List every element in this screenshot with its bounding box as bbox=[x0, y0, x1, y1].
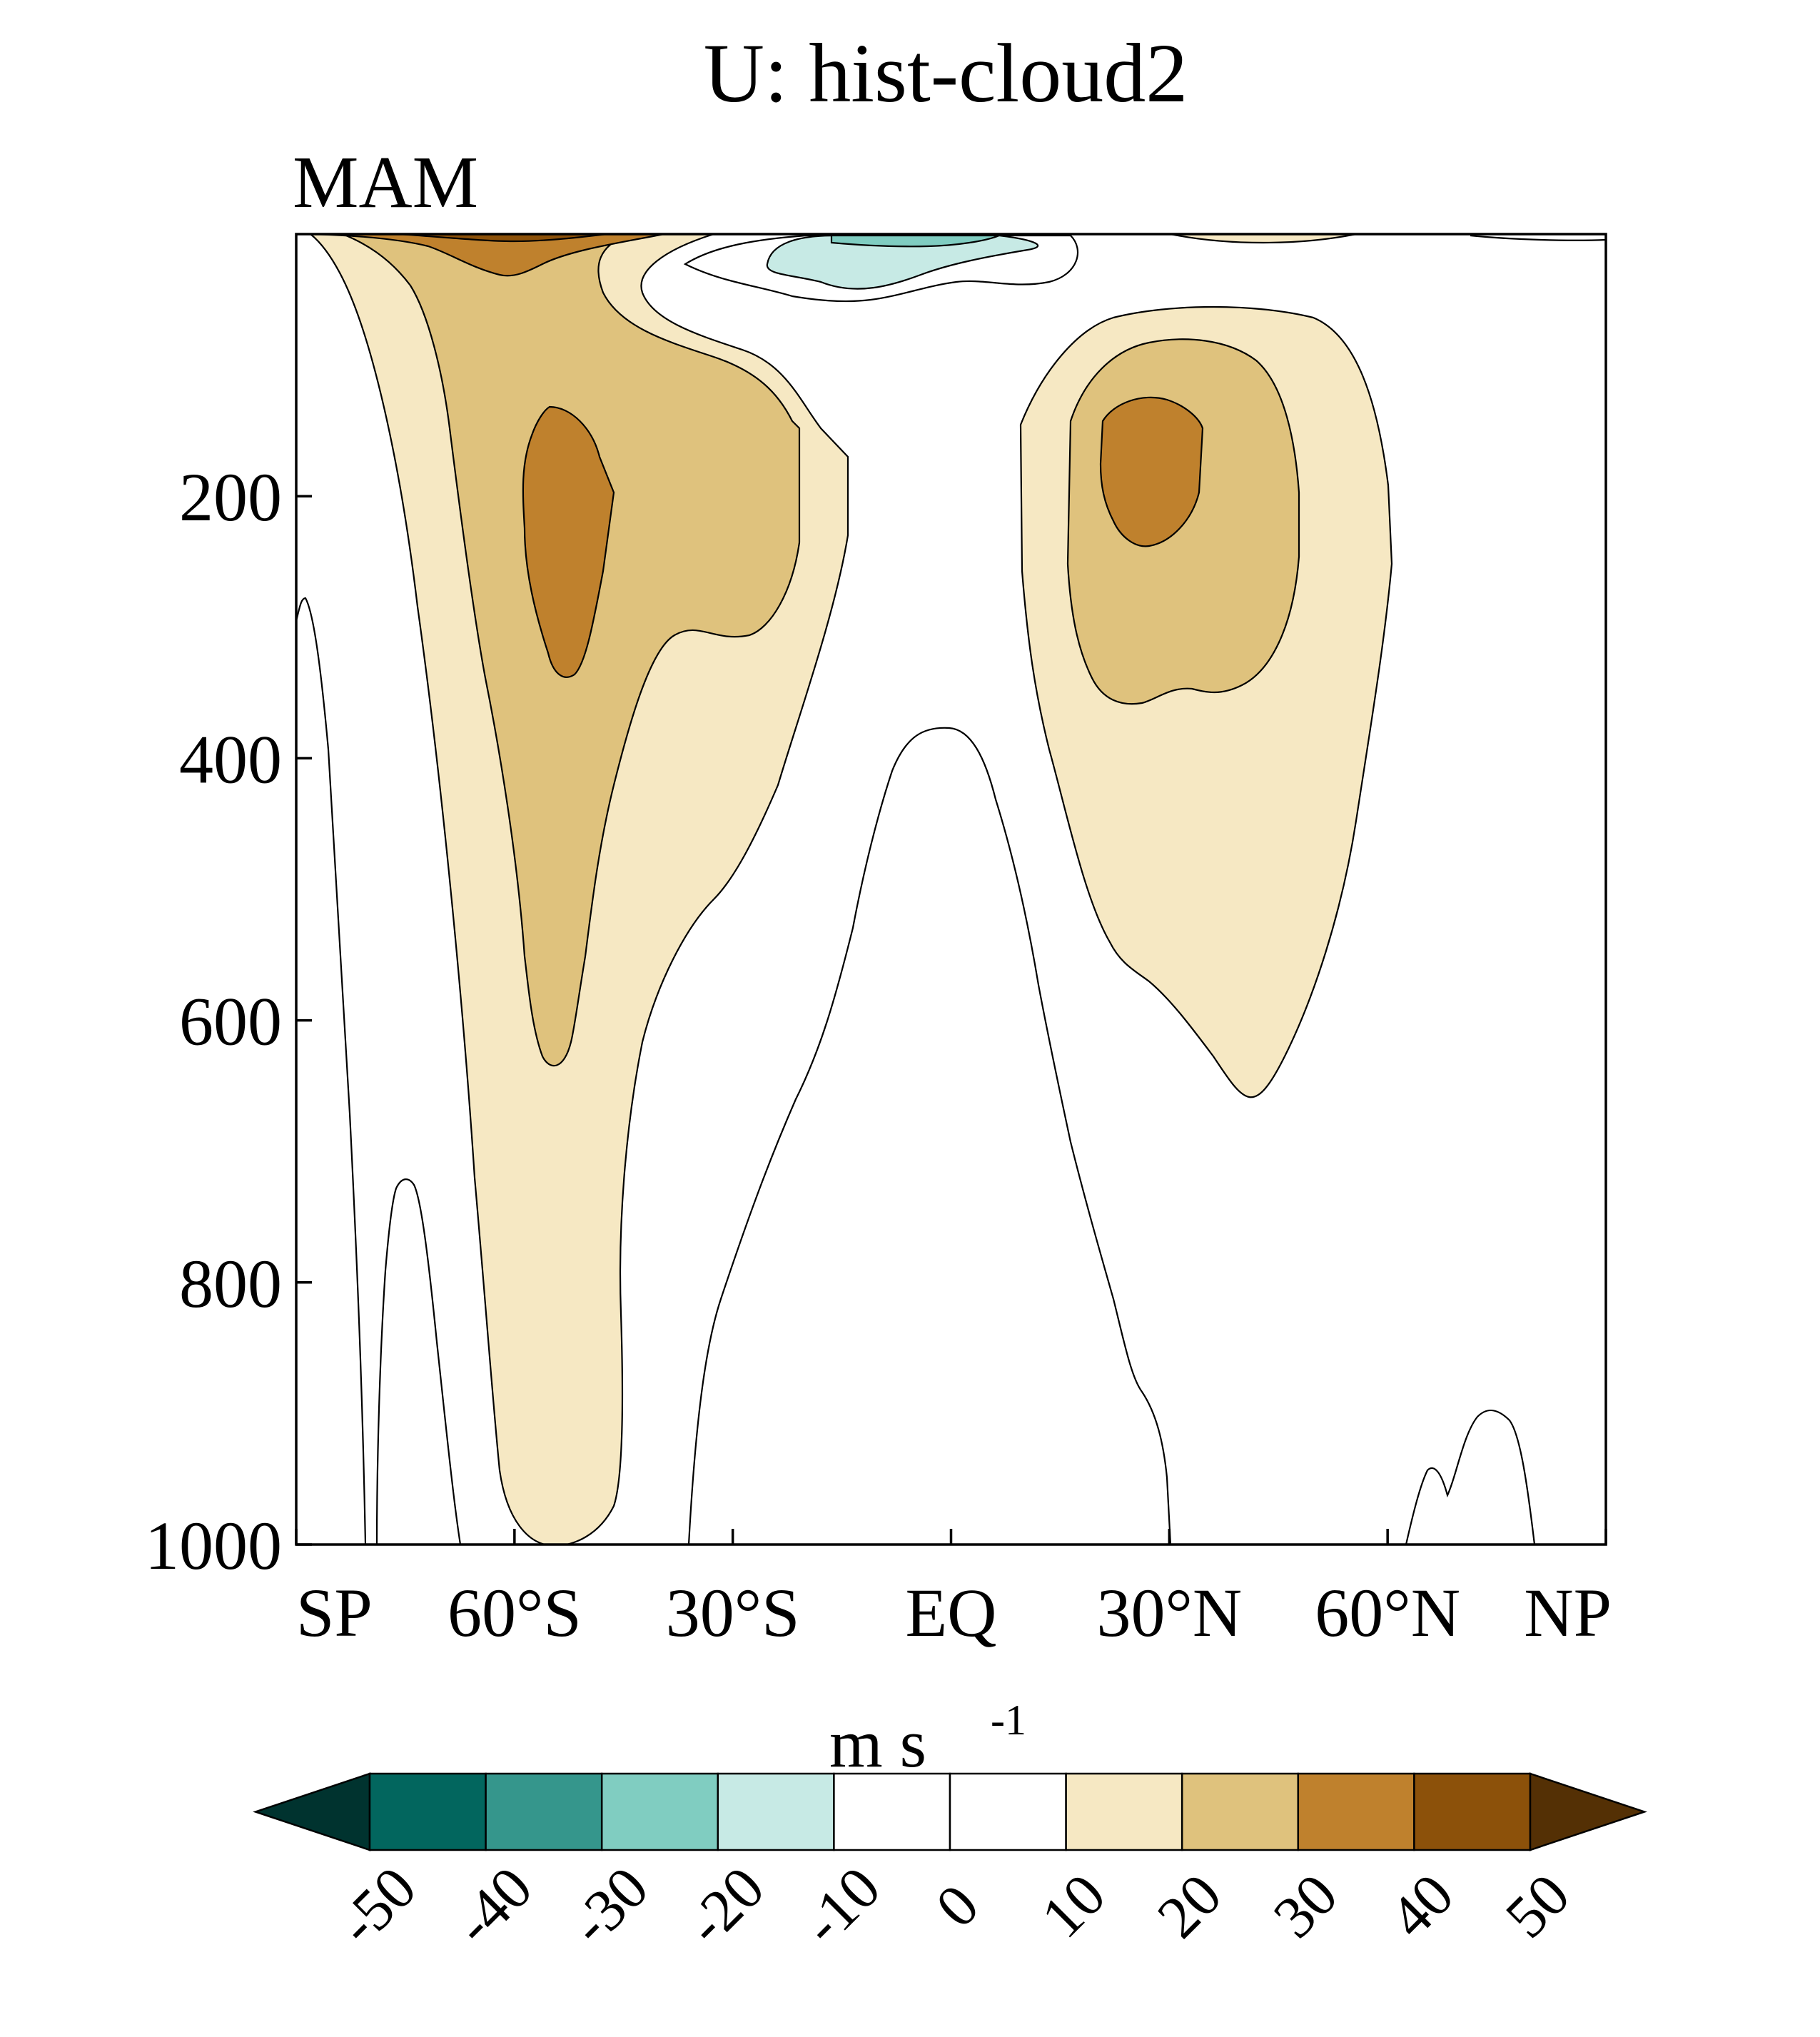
colorbar-lower-extension bbox=[253, 1772, 371, 1851]
eq-east-minus20 bbox=[766, 234, 1038, 290]
colorbar-box bbox=[717, 1772, 835, 1851]
nh-top-10 bbox=[1170, 234, 1357, 244]
colorbar-tick-label: 50 bbox=[1493, 1861, 1582, 1951]
y-axis: 200 400 600 800 1000 bbox=[145, 459, 312, 1584]
y-tick-label: 400 bbox=[179, 721, 282, 797]
eq-east-minus30 bbox=[830, 234, 1000, 248]
zero-contour-equator bbox=[687, 727, 1172, 1545]
zero-contour-np bbox=[1405, 1409, 1536, 1545]
nh-jet-30 bbox=[1099, 396, 1204, 547]
x-tick-label: 30°S bbox=[666, 1574, 800, 1651]
plot-area bbox=[296, 234, 1606, 1545]
colorbar-box bbox=[1065, 1772, 1183, 1851]
colorbar-tick-label: 40 bbox=[1377, 1861, 1466, 1951]
colorbar-box bbox=[600, 1772, 719, 1851]
colorbar-box bbox=[949, 1772, 1067, 1851]
x-tick-label: NP bbox=[1524, 1574, 1612, 1651]
y-tick-label: 1000 bbox=[145, 1507, 282, 1584]
y-tick-label: 200 bbox=[179, 459, 282, 535]
x-tick-label: 60°S bbox=[448, 1574, 582, 1651]
eq-east-minus10 bbox=[683, 234, 1079, 303]
colorbar-tick-label: -30 bbox=[557, 1854, 661, 1958]
colorbar-tick-label: 0 bbox=[924, 1872, 991, 1940]
x-tick-label: EQ bbox=[906, 1574, 997, 1651]
colorbar-tick-label: -20 bbox=[674, 1854, 777, 1958]
colorbar-box bbox=[1297, 1772, 1415, 1851]
sh-top-40 bbox=[399, 234, 607, 243]
colorbar-box bbox=[485, 1772, 603, 1851]
colorbar-box bbox=[368, 1772, 487, 1851]
colorbar-tick-label: 10 bbox=[1029, 1861, 1118, 1951]
colorbar: -50 -40 -30 -20 -10 0 10 20 30 40 50 bbox=[253, 1772, 1647, 1958]
colorbar-tick-label: -10 bbox=[789, 1854, 893, 1958]
units-label: m s bbox=[829, 1705, 926, 1781]
colorbar-tick-label: 20 bbox=[1145, 1861, 1234, 1951]
chart-title: U: hist-cloud2 bbox=[704, 26, 1188, 120]
colorbar-upper-extension bbox=[1529, 1772, 1647, 1851]
colorbar-units: m s -1 bbox=[829, 1697, 1026, 1781]
zero-contour-sp-2 bbox=[375, 1178, 462, 1545]
y-tick-label: 600 bbox=[179, 984, 282, 1060]
colorbar-box bbox=[1181, 1772, 1300, 1851]
x-tick-label: SP bbox=[296, 1574, 373, 1651]
colorbar-box bbox=[1413, 1772, 1532, 1851]
x-axis: SP 60°S 30°S EQ 30°N 60°N NP bbox=[295, 1529, 1612, 1651]
colorbar-tick-label: -50 bbox=[325, 1854, 429, 1958]
units-exponent: -1 bbox=[991, 1697, 1026, 1744]
x-tick-label: 60°N bbox=[1315, 1574, 1460, 1651]
sh-top-30 bbox=[313, 234, 664, 277]
colorbar-box bbox=[833, 1772, 951, 1851]
colorbar-tick-label: -40 bbox=[442, 1854, 545, 1958]
chart-subtitle: MAM bbox=[293, 141, 478, 223]
zero-contour-top-nh bbox=[1470, 234, 1606, 241]
zero-contour-sp-1 bbox=[296, 597, 367, 1545]
colorbar-tick-label: 30 bbox=[1261, 1861, 1350, 1951]
y-tick-label: 800 bbox=[179, 1245, 282, 1322]
sh-jet-30 bbox=[522, 405, 615, 678]
x-tick-label: 30°N bbox=[1096, 1574, 1242, 1651]
